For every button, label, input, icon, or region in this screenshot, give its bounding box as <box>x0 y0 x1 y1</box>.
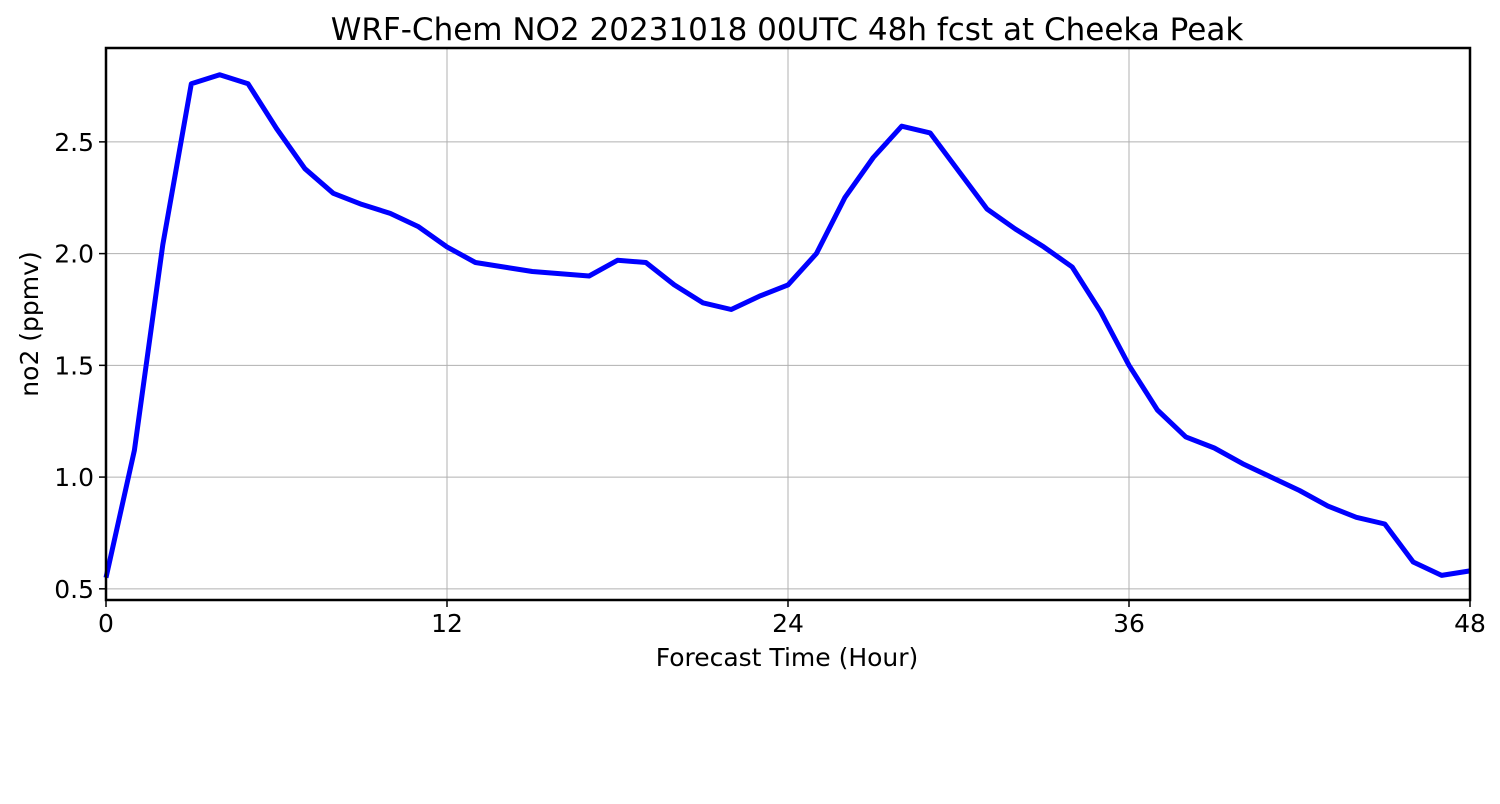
series-line <box>103 72 1471 579</box>
x-tick-label: 12 <box>431 609 463 638</box>
x-tick-label: 48 <box>1454 609 1486 638</box>
series-layer <box>103 72 1471 579</box>
x-tick-label: 24 <box>772 609 804 638</box>
x-axis-label: Forecast Time (Hour) <box>656 643 919 672</box>
chart-title: WRF-Chem NO2 20231018 00UTC 48h fcst at … <box>331 12 1244 48</box>
x-tick-label: 0 <box>98 609 114 638</box>
y-tick-label: 1.5 <box>54 351 94 380</box>
y-tick-label: 2.0 <box>54 240 94 269</box>
axis-ticks: 0 12 24 36 48 0.5 1.0 1.5 2.0 2.5 <box>54 128 1486 638</box>
x-tick-label: 36 <box>1113 609 1145 638</box>
y-tick-label: 2.5 <box>54 128 94 157</box>
y-axis-label: no2 (ppmv) <box>15 251 44 396</box>
y-tick-label: 1.0 <box>54 463 94 492</box>
y-tick-label: 0.5 <box>54 575 94 604</box>
